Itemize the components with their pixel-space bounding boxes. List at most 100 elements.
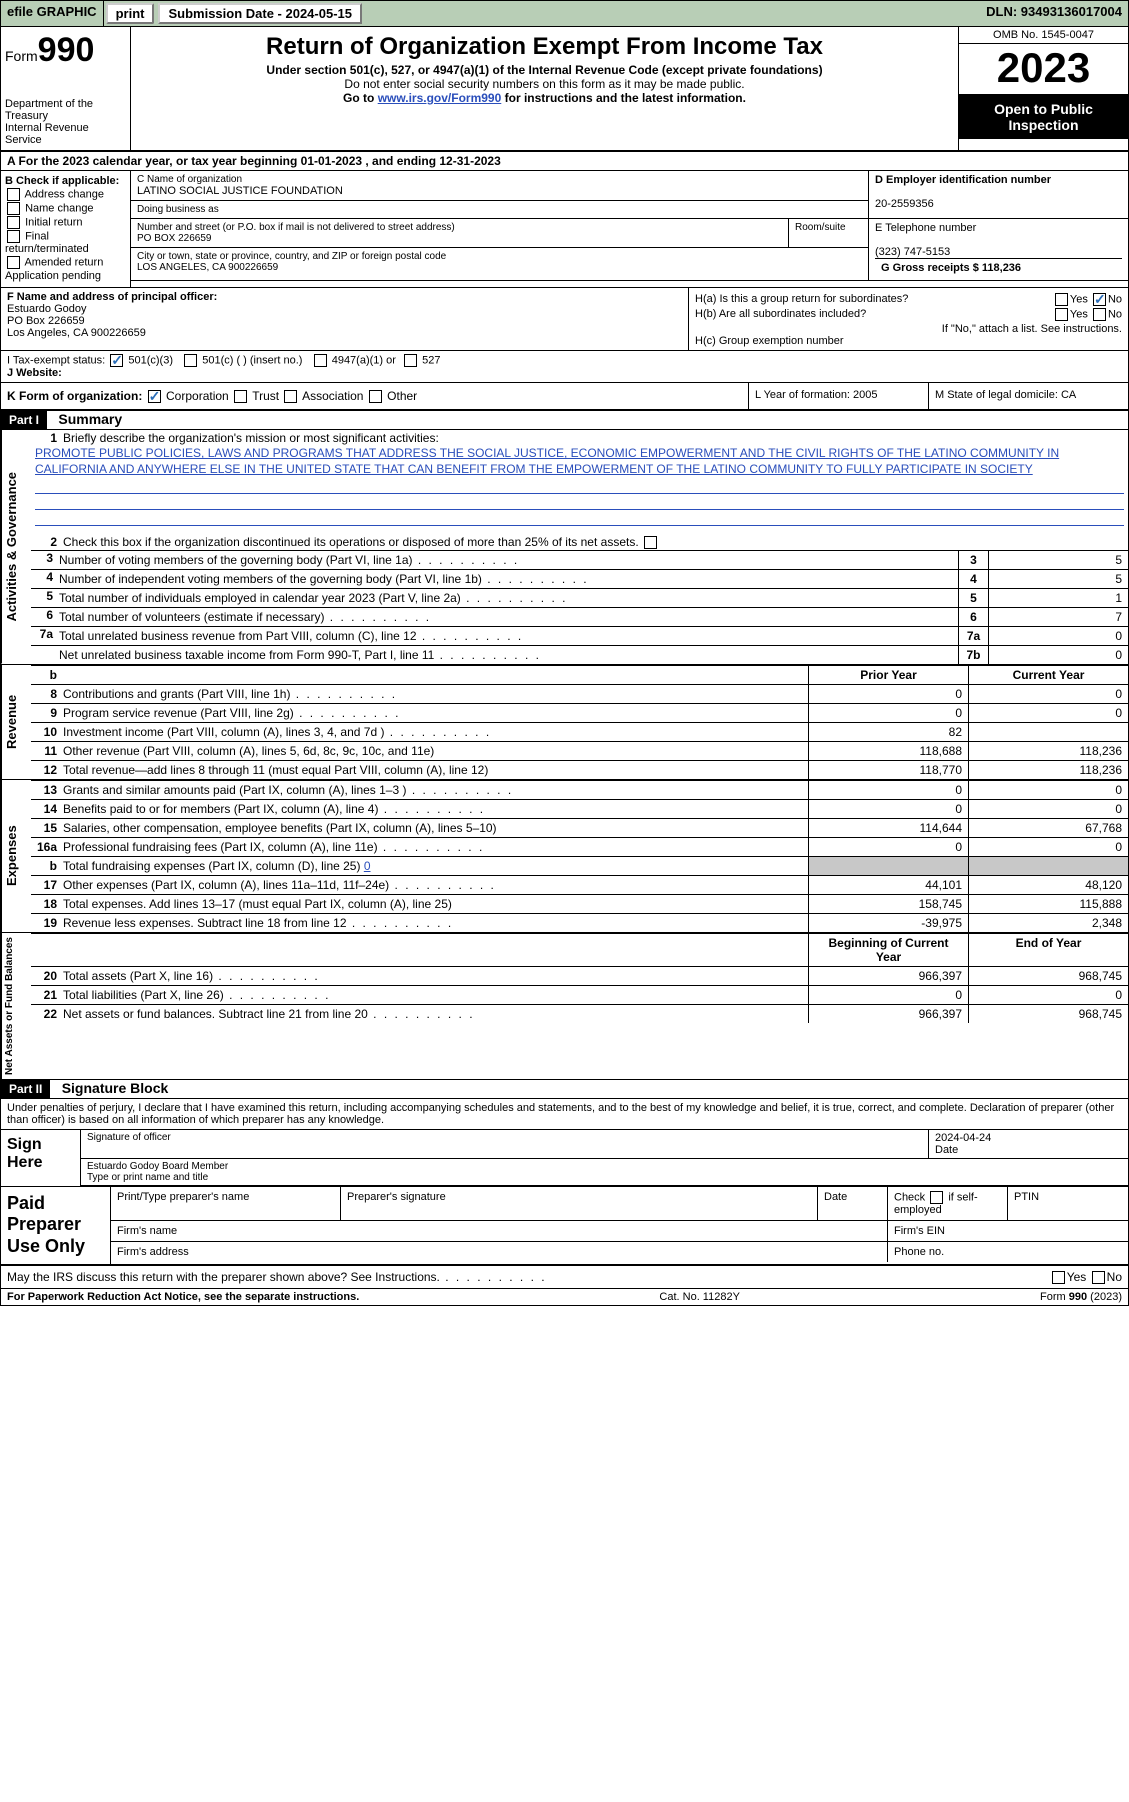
firm-addr-label: Firm's address bbox=[111, 1242, 888, 1262]
chk-initial-return[interactable] bbox=[7, 216, 20, 229]
mission-text: PROMOTE PUBLIC POLICIES, LAWS AND PROGRA… bbox=[31, 446, 1128, 477]
line-9: Program service revenue (Part VIII, line… bbox=[63, 706, 400, 720]
firm-name-label: Firm's name bbox=[111, 1221, 888, 1241]
p14: 0 bbox=[808, 800, 968, 818]
p20: 966,397 bbox=[808, 967, 968, 985]
c15: 67,768 bbox=[968, 819, 1128, 837]
p19: -39,975 bbox=[808, 914, 968, 932]
line-17: Other expenses (Part IX, column (A), lin… bbox=[63, 878, 496, 892]
top-bar: efile GRAPHIC print Submission Date - 20… bbox=[1, 1, 1128, 27]
cat-no: Cat. No. 11282Y bbox=[659, 1291, 740, 1303]
chk-assoc[interactable] bbox=[284, 390, 297, 403]
c9: 0 bbox=[968, 704, 1128, 722]
chk-amended[interactable] bbox=[7, 256, 20, 269]
chk-501c3[interactable] bbox=[110, 354, 123, 367]
part2-title: Signature Block bbox=[54, 1078, 177, 1098]
chk-hb-no[interactable] bbox=[1093, 308, 1106, 321]
line-3: Number of voting members of the governin… bbox=[59, 551, 958, 569]
line-19: Revenue less expenses. Subtract line 18 … bbox=[63, 916, 453, 930]
chk-discuss-yes[interactable] bbox=[1052, 1271, 1065, 1284]
sig-date: 2024-04-24Date bbox=[928, 1130, 1128, 1158]
p16a: 0 bbox=[808, 838, 968, 856]
val-4: 5 bbox=[988, 570, 1128, 588]
line-11: Other revenue (Part VIII, column (A), li… bbox=[63, 744, 434, 758]
chk-4947[interactable] bbox=[314, 354, 327, 367]
c8: 0 bbox=[968, 685, 1128, 703]
part1-title: Summary bbox=[50, 409, 130, 429]
chk-discontinued[interactable] bbox=[644, 536, 657, 549]
prep-name-label: Print/Type preparer's name bbox=[111, 1187, 341, 1220]
line-7a: Total unrelated business revenue from Pa… bbox=[59, 627, 958, 645]
c13: 0 bbox=[968, 781, 1128, 799]
val-5: 1 bbox=[988, 589, 1128, 607]
submission-date: Submission Date - 2024-05-15 bbox=[158, 3, 362, 24]
city-value: LOS ANGELES, CA 900226659 bbox=[137, 262, 278, 273]
chk-501c[interactable] bbox=[184, 354, 197, 367]
row-a-tax-year: A For the 2023 calendar year, or tax yea… bbox=[1, 152, 1128, 171]
chk-527[interactable] bbox=[404, 354, 417, 367]
officer-name-title: Estuardo Godoy Board MemberType or print… bbox=[81, 1159, 1128, 1185]
chk-final-return[interactable] bbox=[7, 230, 20, 243]
chk-trust[interactable] bbox=[234, 390, 247, 403]
line-7b: Net unrelated business taxable income fr… bbox=[59, 646, 958, 664]
state-domicile: M State of legal domicile: CA bbox=[928, 383, 1128, 409]
page-footer: For Paperwork Reduction Act Notice, see … bbox=[1, 1289, 1128, 1305]
irs-label: Internal Revenue Service bbox=[5, 122, 126, 146]
ein-value: 20-2559356 bbox=[875, 198, 934, 210]
phone-label: Phone no. bbox=[888, 1242, 1128, 1262]
c14: 0 bbox=[968, 800, 1128, 818]
line-4: Number of independent voting members of … bbox=[59, 570, 958, 588]
year-formation: L Year of formation: 2005 bbox=[748, 383, 928, 409]
chk-address-change[interactable] bbox=[7, 188, 20, 201]
ptin-label: PTIN bbox=[1008, 1187, 1128, 1220]
p10: 82 bbox=[808, 723, 968, 741]
line-6: Total number of volunteers (estimate if … bbox=[59, 608, 958, 626]
hdr-begin: Beginning of Current Year bbox=[808, 934, 968, 966]
c22: 968,745 bbox=[968, 1005, 1128, 1023]
subtitle-1: Under section 501(c), 527, or 4947(a)(1)… bbox=[141, 63, 948, 77]
org-name: LATINO SOCIAL JUSTICE FOUNDATION bbox=[137, 185, 343, 197]
val-3: 5 bbox=[988, 551, 1128, 569]
val-7b: 0 bbox=[988, 646, 1128, 664]
p17: 44,101 bbox=[808, 876, 968, 894]
chk-ha-no[interactable] bbox=[1093, 293, 1106, 306]
c16a: 0 bbox=[968, 838, 1128, 856]
form-ref: Form 990 (2023) bbox=[1040, 1291, 1122, 1303]
chk-ha-yes[interactable] bbox=[1055, 293, 1068, 306]
hdr-curr: Current Year bbox=[968, 666, 1128, 684]
website-label: J Website: bbox=[7, 367, 62, 379]
instructions-link-row: Go to www.irs.gov/Form990 for instructio… bbox=[141, 91, 948, 105]
line-2: Check this box if the organization disco… bbox=[63, 535, 1124, 549]
prep-selfemp: Check if self-employed bbox=[888, 1187, 1008, 1220]
subtitle-2: Do not enter social security numbers on … bbox=[141, 77, 948, 91]
line-13: Grants and similar amounts paid (Part IX… bbox=[63, 783, 513, 797]
tab-governance: Activities & Governance bbox=[1, 430, 31, 664]
chk-self-employed[interactable] bbox=[930, 1191, 943, 1204]
line-16a: Professional fundraising fees (Part IX, … bbox=[63, 840, 484, 854]
discuss-question: May the IRS discuss this return with the… bbox=[7, 1270, 547, 1284]
dept-treasury: Department of the Treasury bbox=[5, 98, 126, 122]
chk-corp[interactable] bbox=[148, 390, 161, 403]
tab-revenue: Revenue bbox=[1, 665, 31, 779]
form-header: Form990 Department of the Treasury Inter… bbox=[1, 27, 1128, 152]
chk-other[interactable] bbox=[369, 390, 382, 403]
line-14: Benefits paid to or for members (Part IX… bbox=[63, 802, 485, 816]
instructions-link[interactable]: www.irs.gov/Form990 bbox=[378, 91, 502, 105]
line-8: Contributions and grants (Part VIII, lin… bbox=[63, 687, 397, 701]
perjury-statement: Under penalties of perjury, I declare th… bbox=[1, 1099, 1128, 1129]
chk-discuss-no[interactable] bbox=[1092, 1271, 1105, 1284]
p18: 158,745 bbox=[808, 895, 968, 913]
form-number: Form990 bbox=[5, 31, 126, 70]
omb-number: OMB No. 1545-0047 bbox=[959, 27, 1128, 44]
dln-label: DLN: 93493136017004 bbox=[980, 1, 1128, 26]
chk-hb-yes[interactable] bbox=[1055, 308, 1068, 321]
print-button[interactable]: print bbox=[106, 3, 155, 24]
c19: 2,348 bbox=[968, 914, 1128, 932]
chk-name-change[interactable] bbox=[7, 202, 20, 215]
p8: 0 bbox=[808, 685, 968, 703]
line-16b: Total fundraising expenses (Part IX, col… bbox=[63, 859, 371, 873]
paperwork-notice: For Paperwork Reduction Act Notice, see … bbox=[7, 1291, 359, 1303]
sign-here-label: Sign Here bbox=[1, 1130, 81, 1186]
paid-preparer-label: Paid Preparer Use Only bbox=[1, 1187, 111, 1264]
line-12: Total revenue—add lines 8 through 11 (mu… bbox=[63, 763, 488, 777]
